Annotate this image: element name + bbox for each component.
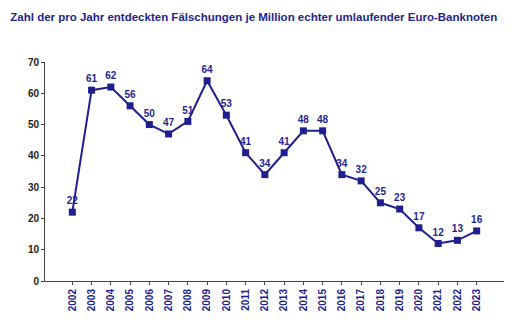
svg-text:2008: 2008 — [182, 289, 193, 312]
svg-text:48: 48 — [317, 114, 329, 125]
svg-text:2003: 2003 — [86, 289, 97, 312]
svg-text:16: 16 — [471, 214, 483, 225]
svg-text:2004: 2004 — [105, 289, 116, 312]
svg-text:2017: 2017 — [355, 289, 366, 312]
svg-text:50: 50 — [28, 119, 40, 130]
svg-text:2006: 2006 — [144, 289, 155, 312]
svg-text:64: 64 — [202, 64, 214, 75]
svg-text:53: 53 — [221, 98, 233, 109]
svg-text:34: 34 — [259, 158, 271, 169]
svg-text:30: 30 — [28, 182, 40, 193]
svg-text:61: 61 — [86, 73, 98, 84]
svg-text:41: 41 — [240, 136, 252, 147]
svg-text:70: 70 — [28, 57, 40, 68]
svg-text:2022: 2022 — [452, 289, 463, 312]
svg-text:2009: 2009 — [201, 289, 212, 312]
svg-text:2023: 2023 — [471, 289, 482, 312]
svg-text:22: 22 — [67, 195, 79, 206]
svg-text:2018: 2018 — [375, 289, 386, 312]
svg-text:2015: 2015 — [317, 289, 328, 312]
svg-text:2014: 2014 — [298, 289, 309, 312]
svg-text:10: 10 — [28, 244, 40, 255]
svg-text:56: 56 — [125, 89, 137, 100]
svg-text:47: 47 — [163, 117, 175, 128]
svg-text:17: 17 — [413, 211, 425, 222]
svg-text:62: 62 — [105, 70, 117, 81]
svg-text:2002: 2002 — [67, 289, 78, 312]
svg-text:2013: 2013 — [278, 289, 289, 312]
svg-text:2011: 2011 — [240, 289, 251, 311]
svg-text:51: 51 — [182, 105, 194, 116]
svg-text:2020: 2020 — [413, 289, 424, 312]
svg-text:32: 32 — [356, 164, 368, 175]
svg-text:41: 41 — [279, 136, 291, 147]
svg-text:40: 40 — [28, 150, 40, 161]
svg-text:2021: 2021 — [432, 289, 443, 312]
svg-text:2005: 2005 — [124, 289, 135, 312]
svg-text:0: 0 — [33, 276, 39, 287]
svg-text:2019: 2019 — [394, 289, 405, 312]
svg-text:50: 50 — [144, 108, 156, 119]
svg-text:2012: 2012 — [259, 289, 270, 312]
svg-text:25: 25 — [375, 186, 387, 197]
svg-text:48: 48 — [298, 114, 310, 125]
svg-text:12: 12 — [433, 227, 445, 238]
svg-text:13: 13 — [452, 223, 464, 234]
svg-text:34: 34 — [336, 158, 348, 169]
svg-text:60: 60 — [28, 88, 40, 99]
svg-text:23: 23 — [394, 192, 406, 203]
svg-text:2016: 2016 — [336, 289, 347, 312]
svg-text:20: 20 — [28, 213, 40, 224]
svg-text:2007: 2007 — [163, 289, 174, 312]
svg-text:Zahl der pro Jahr entdeckten F: Zahl der pro Jahr entdeckten Fälschungen… — [10, 11, 497, 23]
svg-text:2010: 2010 — [221, 289, 232, 312]
